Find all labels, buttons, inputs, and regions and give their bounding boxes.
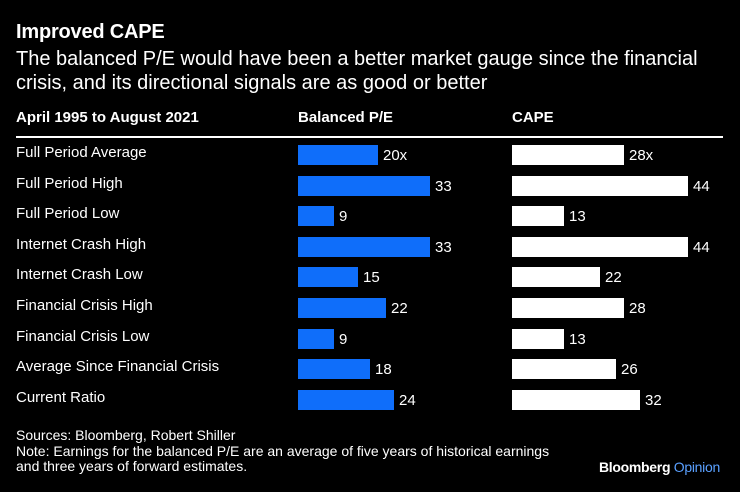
cape-value: 44 — [693, 178, 710, 195]
header-divider — [16, 136, 723, 138]
balanced-pe-bar — [298, 329, 334, 349]
brand-main: Bloomberg — [599, 459, 671, 475]
cape-bar — [512, 145, 624, 165]
row-label: Current Ratio — [16, 389, 106, 406]
balanced-pe-value: 15 — [363, 269, 380, 286]
sources-text: Sources: Bloomberg, Robert Shiller — [16, 427, 236, 443]
note-text: Note: Earnings for the balanced P/E are … — [16, 442, 550, 474]
cape-value: 13 — [569, 208, 586, 225]
brand-sub: Opinion — [673, 459, 720, 475]
cape-bar — [512, 206, 564, 226]
row-label: Internet Crash High — [16, 236, 147, 253]
row-label: Average Since Financial Crisis — [16, 358, 220, 375]
balanced-pe-value: 9 — [339, 331, 348, 348]
cape-bar — [512, 359, 616, 379]
cape-bar — [512, 237, 688, 257]
cape-value: 28x — [629, 147, 654, 164]
balanced-pe-bar — [298, 145, 378, 165]
cape-bar — [512, 176, 688, 196]
column-header-balanced-pe: Balanced P/E — [298, 109, 394, 126]
bloomberg-opinion-logo: Bloomberg Opinion — [599, 459, 720, 475]
column-header-period: April 1995 to August 2021 — [16, 109, 199, 126]
cape-value: 44 — [693, 239, 710, 256]
footnotes: Sources: Bloomberg, Robert Shiller Note:… — [16, 427, 576, 475]
cape-value: 28 — [629, 300, 646, 317]
cape-bar — [512, 298, 624, 318]
row-label: Internet Crash Low — [16, 266, 143, 283]
chart-title: Improved CAPE — [16, 21, 165, 43]
cape-value: 13 — [569, 331, 586, 348]
balanced-pe-value: 33 — [435, 178, 452, 195]
balanced-pe-value: 9 — [339, 208, 348, 225]
balanced-pe-value: 20x — [383, 147, 408, 164]
row-label: Full Period High — [16, 175, 123, 192]
balanced-pe-bar — [298, 298, 386, 318]
balanced-pe-value: 24 — [399, 392, 416, 409]
balanced-pe-value: 18 — [375, 361, 392, 378]
cape-value: 32 — [645, 392, 662, 409]
cape-bar — [512, 390, 640, 410]
balanced-pe-bar — [298, 359, 370, 379]
balanced-pe-value: 33 — [435, 239, 452, 256]
cape-bar — [512, 267, 600, 287]
cape-value: 26 — [621, 361, 638, 378]
row-label: Financial Crisis Low — [16, 328, 150, 345]
balanced-pe-bar — [298, 390, 394, 410]
column-header-cape: CAPE — [512, 109, 554, 126]
balanced-pe-bar — [298, 267, 358, 287]
balanced-pe-bar — [298, 237, 430, 257]
row-label: Financial Crisis High — [16, 297, 153, 314]
balanced-pe-bar — [298, 206, 334, 226]
cape-bar — [512, 329, 564, 349]
row-label: Full Period Average — [16, 144, 147, 161]
cape-value: 22 — [605, 269, 622, 286]
chart-subtitle: The balanced P/E would have been a bette… — [16, 48, 698, 94]
row-label: Full Period Low — [16, 205, 120, 222]
balanced-pe-value: 22 — [391, 300, 408, 317]
balanced-pe-bar — [298, 176, 430, 196]
